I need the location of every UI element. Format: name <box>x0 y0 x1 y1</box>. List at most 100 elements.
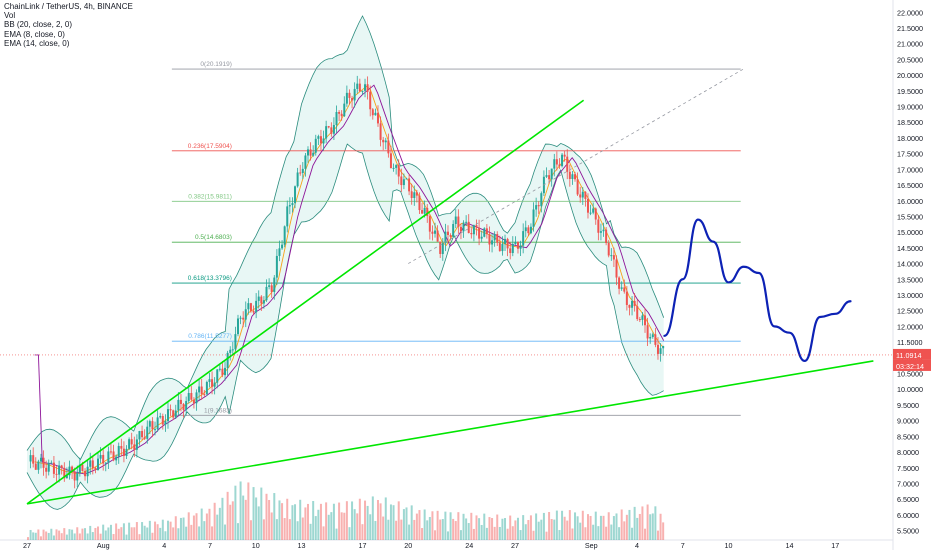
candle-body <box>514 241 517 244</box>
volume-bar <box>275 519 278 540</box>
volume-bar <box>42 529 45 540</box>
trendline-rising <box>26 99 585 505</box>
volume-bar <box>234 485 237 540</box>
candle-body <box>306 149 309 156</box>
x-tick-label: 27 <box>511 541 519 550</box>
volume-bar <box>84 528 87 540</box>
volume-bar <box>268 499 271 540</box>
volume-bar <box>198 526 201 540</box>
candle-body <box>605 229 608 244</box>
volume-bar <box>317 509 320 540</box>
candle-body <box>81 464 84 471</box>
volume-bar <box>128 522 131 540</box>
candle-body <box>636 306 639 320</box>
volume-bar <box>428 516 431 540</box>
candle-body <box>239 317 242 319</box>
candle-body <box>483 228 486 237</box>
volume-bar <box>296 521 299 540</box>
candle-body <box>104 462 107 464</box>
volume-bar <box>553 519 556 540</box>
fib-level-label: 0.5(14.6803) <box>195 234 232 241</box>
y-tick-label: 14.0000 <box>897 260 923 269</box>
candle-body <box>625 291 628 305</box>
candle-body <box>421 210 424 214</box>
y-tick-label: 6.0000 <box>897 511 919 520</box>
volume-bar <box>265 493 268 540</box>
candle-body <box>555 159 558 165</box>
volume-bar <box>156 524 159 540</box>
volume-bar <box>65 534 68 540</box>
volume-bar <box>452 518 455 540</box>
candle-body <box>128 439 131 449</box>
volume-bar <box>656 530 659 540</box>
candle-body <box>148 421 151 427</box>
volume-bar <box>63 528 66 540</box>
volume-bar <box>172 527 175 540</box>
candle-body <box>493 234 496 241</box>
volume-bar <box>304 507 307 540</box>
volume-bar <box>457 512 460 540</box>
volume-bar <box>146 527 149 540</box>
candle-body <box>252 310 255 313</box>
volume-bar <box>519 530 522 540</box>
volume-bar <box>506 528 509 540</box>
candle-body <box>488 234 491 245</box>
candle-body <box>107 451 110 463</box>
fib-level-label: 0.786(11.5277) <box>188 333 232 340</box>
volume-bar <box>151 532 154 540</box>
candle-body <box>524 227 527 232</box>
candle-body <box>50 462 53 464</box>
volume-bar <box>32 532 35 540</box>
candle-body <box>509 248 512 254</box>
candle-body <box>205 381 208 395</box>
candle-body <box>602 229 605 232</box>
y-tick-label: 22.0000 <box>897 8 923 17</box>
volume-bar <box>52 535 55 540</box>
candle-body <box>366 84 369 92</box>
candle-body <box>216 369 219 383</box>
candle-body <box>400 176 403 186</box>
candle-body <box>330 127 333 134</box>
candle-body <box>519 245 522 249</box>
fib-level-label: 0.618(13.3796) <box>188 275 232 282</box>
candle-body <box>612 255 615 260</box>
volume-bar <box>662 522 665 540</box>
volume-bar <box>161 519 164 540</box>
candle-body <box>73 472 76 481</box>
x-tick-label: 10 <box>252 541 260 550</box>
volume-bar <box>107 527 110 540</box>
candle-body <box>102 454 105 464</box>
volume-bar <box>306 503 309 540</box>
candle-body <box>198 386 201 393</box>
candle-body <box>213 382 216 387</box>
candle-body <box>288 205 291 207</box>
volume-bar <box>423 509 426 540</box>
candle-body <box>452 223 455 237</box>
volume-bar <box>555 510 558 540</box>
volume-bar <box>138 534 141 540</box>
candle-body <box>109 451 112 453</box>
candle-body <box>439 241 442 254</box>
candle-body <box>431 231 434 234</box>
legend-volume: Vol <box>4 11 16 21</box>
y-tick-label: 14.5000 <box>897 244 923 253</box>
volume-bar <box>623 521 626 540</box>
candle-body <box>169 409 172 411</box>
volume-bar <box>620 509 623 540</box>
volume-bar <box>99 533 102 540</box>
candle-body <box>415 192 418 196</box>
fib-level-label: 0.382(15.9811) <box>188 193 232 200</box>
volume-bar <box>509 515 512 540</box>
candle-body <box>122 448 125 457</box>
candle-body <box>185 401 188 410</box>
candle-body <box>379 123 382 140</box>
x-tick-label: Sep <box>585 541 598 550</box>
candle-body <box>529 226 532 234</box>
candle-body <box>457 216 460 227</box>
y-tick-label: 8.5000 <box>897 432 919 441</box>
volume-bar <box>148 520 151 540</box>
y-tick-label: 15.5000 <box>897 212 923 221</box>
volume-bar <box>599 515 602 540</box>
candle-body <box>662 345 665 349</box>
